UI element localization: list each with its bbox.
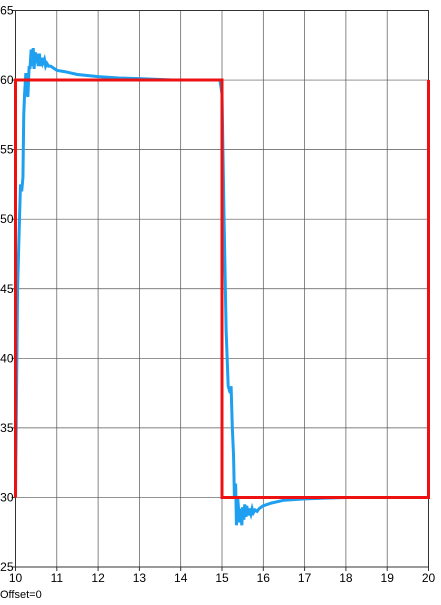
y-tick-label: 50 (0, 212, 14, 226)
x-tick-label: 17 (298, 571, 312, 585)
y-tick-label: 55 (0, 143, 14, 157)
x-tick-label: 19 (381, 571, 395, 585)
y-tick-label: 45 (0, 282, 14, 296)
y-tick-label: 65 (0, 4, 14, 18)
x-tick-label: 18 (339, 571, 353, 585)
offset-label: Offset=0 (0, 589, 42, 601)
x-tick-label: 12 (91, 571, 105, 585)
x-tick-label: 16 (257, 571, 271, 585)
y-tick-label: 60 (0, 73, 14, 87)
y-tick-label: 35 (0, 421, 14, 435)
x-tick-label: 15 (215, 571, 229, 585)
x-tick-label: 14 (174, 571, 188, 585)
y-tick-label: 30 (0, 490, 14, 504)
y-tick-label: 40 (0, 351, 14, 365)
x-tick-label: 20 (422, 571, 436, 585)
x-tick-label: 13 (133, 571, 147, 585)
y-tick-label: 25 (0, 560, 14, 574)
x-tick-label: 11 (51, 571, 64, 585)
